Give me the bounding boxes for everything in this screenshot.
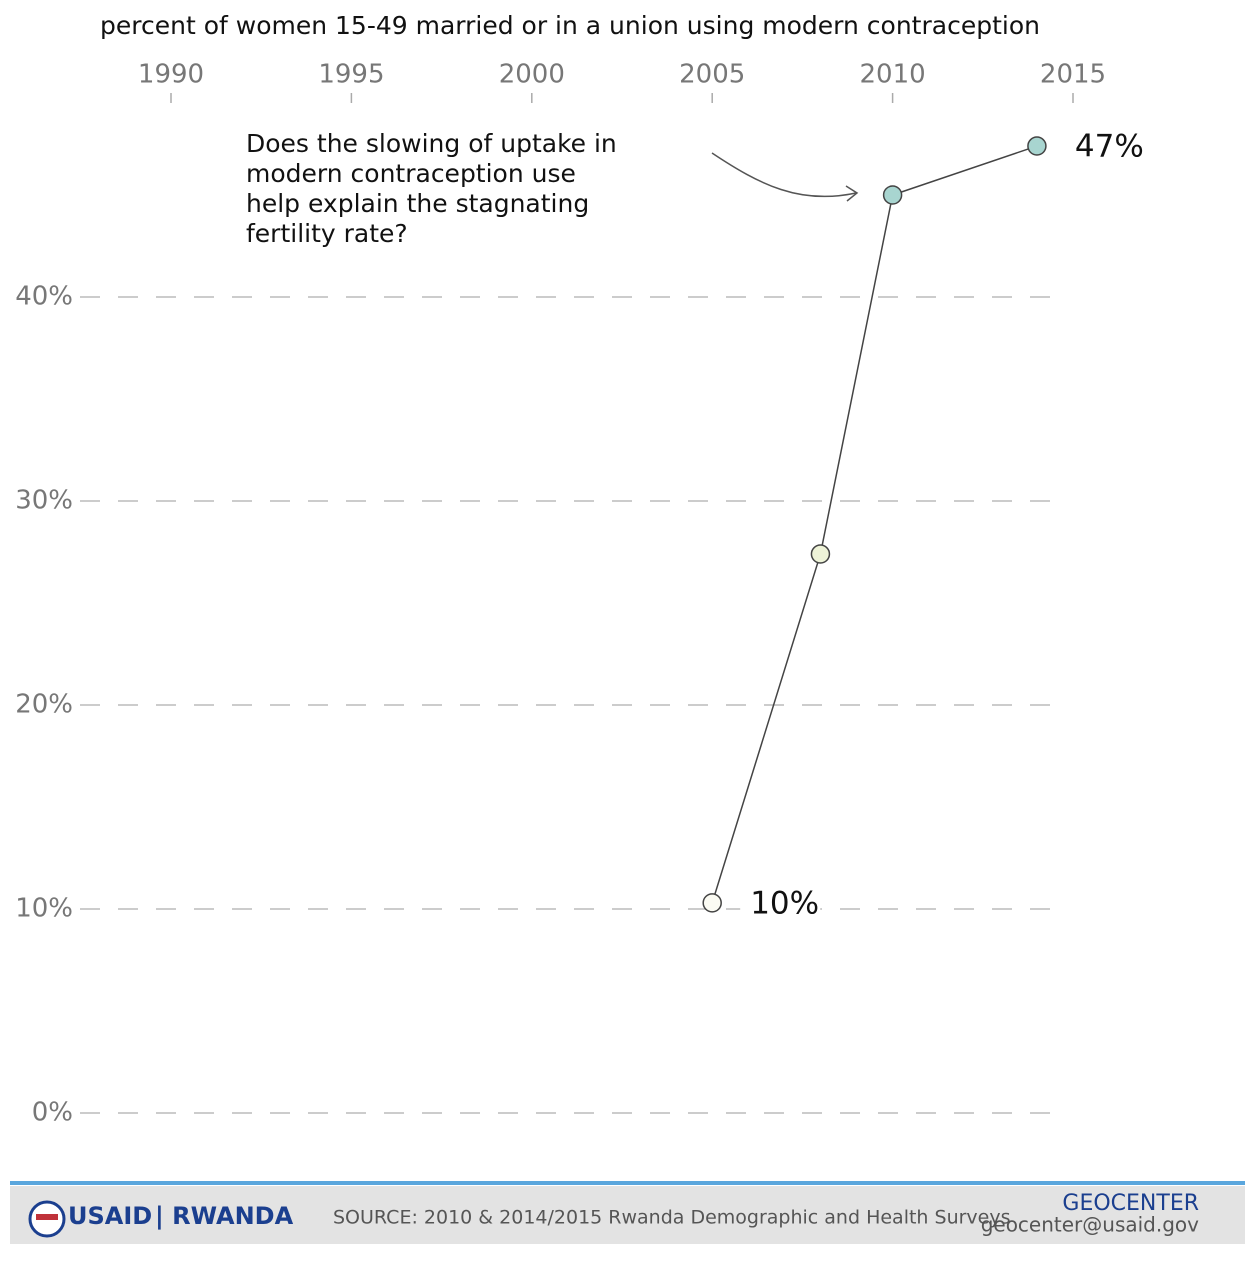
country: | RWANDA — [155, 1202, 294, 1230]
y-tick-label: 10% — [15, 894, 73, 924]
chart-title: percent of women 15-49 married or in a u… — [100, 11, 1040, 40]
point — [702, 893, 722, 913]
point — [882, 185, 903, 205]
annotation-line: Does the slowing of uptake in — [246, 129, 617, 158]
annotation-line: fertility rate? — [246, 219, 408, 248]
x-tick-label: 1995 — [318, 60, 384, 90]
x-tick-label: 2010 — [860, 60, 926, 90]
x-tick-label: 2000 — [499, 60, 565, 90]
y-tick-label: 0% — [32, 1098, 73, 1128]
annotation-arrow — [711, 152, 857, 198]
x-tick-label: 1990 — [138, 60, 204, 90]
y-tick-label: 30% — [15, 486, 73, 516]
seal-band — [36, 1214, 58, 1220]
org: GEOCENTER — [1062, 1191, 1199, 1216]
value-label: 47% — [1075, 129, 1144, 165]
point — [810, 544, 831, 564]
annotation-line: modern contraception use — [246, 159, 576, 188]
label-bg — [1064, 126, 1145, 167]
line — [711, 145, 1038, 904]
label-bg — [740, 882, 821, 923]
y-tick-label: 40% — [15, 282, 73, 312]
footer — [10, 1186, 1245, 1244]
footer-rule — [10, 1181, 1245, 1185]
point — [1027, 136, 1047, 156]
x-tick-label: 2015 — [1040, 60, 1106, 90]
arrow-head — [845, 185, 859, 202]
email: geocenter@usaid.gov — [981, 1213, 1199, 1237]
y-tick-label: 20% — [15, 690, 73, 720]
value-label: 10% — [750, 885, 819, 921]
brand: USAID — [68, 1202, 152, 1230]
annotation-line: help explain the stagnating — [246, 189, 589, 218]
x-tick-label: 2005 — [679, 60, 745, 90]
source: SOURCE: 2010 & 2014/2015 Rwanda Demograp… — [333, 1207, 1011, 1229]
